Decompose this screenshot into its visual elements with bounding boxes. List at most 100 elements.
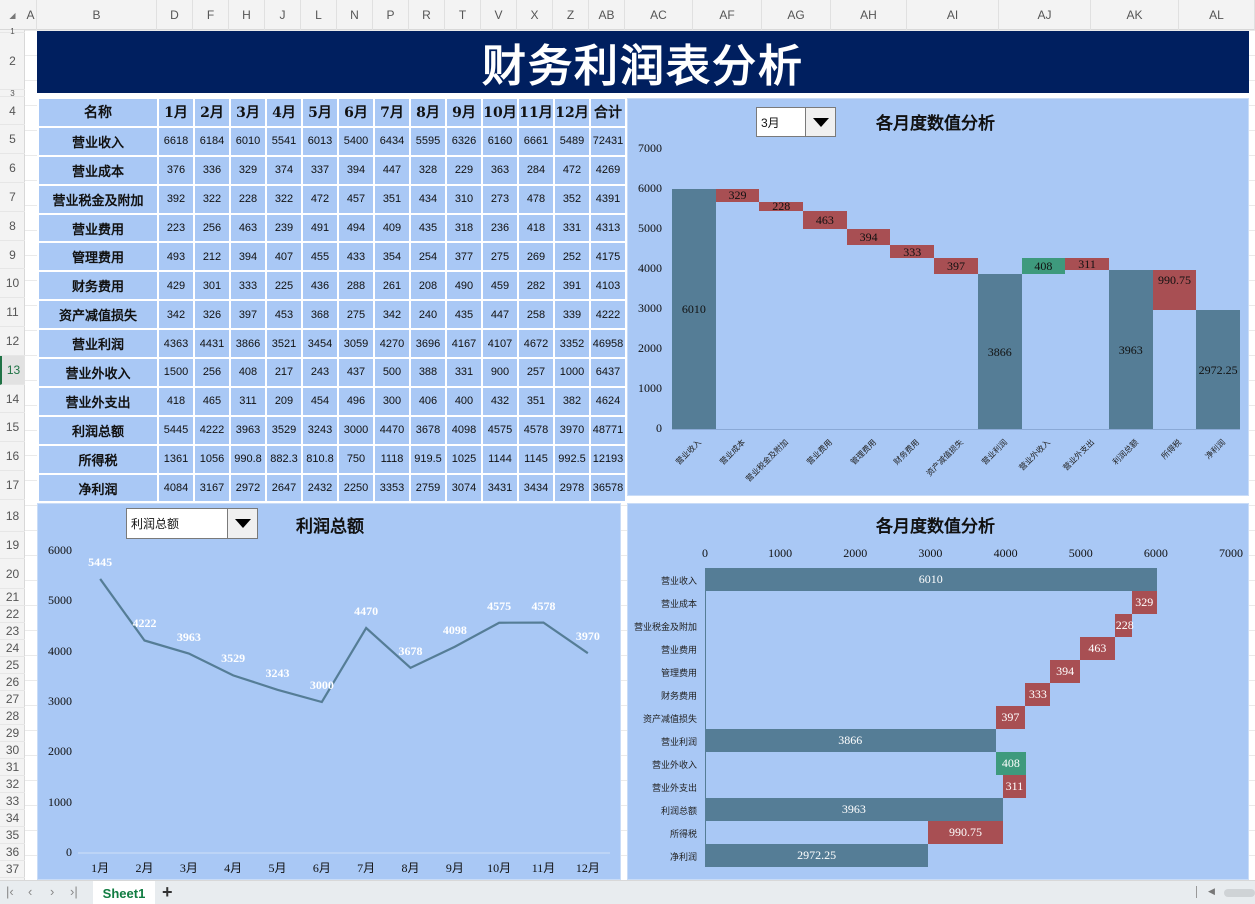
value-cell[interactable]: 3074 [445,472,483,504]
value-cell[interactable]: 261 [373,270,411,302]
next-sheet-icon[interactable]: › [50,884,55,899]
value-cell[interactable]: 447 [373,154,411,186]
row-header[interactable]: 36 [0,844,25,861]
header-month[interactable]: 11月 [517,97,555,128]
value-cell[interactable]: 3866 [229,328,267,360]
value-cell[interactable]: 6437 [589,357,627,388]
value-cell[interactable]: 882.3 [265,443,303,475]
value-cell[interactable]: 3529 [265,414,303,446]
row-header[interactable]: 30 [0,742,25,759]
row-header[interactable]: 12 [0,327,25,356]
value-cell[interactable]: 3521 [265,328,303,360]
row-header[interactable]: 27 [0,691,25,708]
value-cell[interactable]: 333 [229,270,267,302]
value-cell[interactable]: 318 [445,212,483,244]
value-cell[interactable]: 3963 [229,414,267,446]
value-cell[interactable]: 310 [445,183,483,215]
metric-dropdown[interactable]: 利润总额 [126,508,258,539]
value-cell[interactable]: 252 [553,241,591,273]
value-cell[interactable]: 4167 [445,328,483,360]
value-cell[interactable]: 478 [517,183,555,215]
row-header[interactable]: 15 [0,413,25,442]
row-header[interactable]: 26 [0,674,25,691]
value-cell[interactable]: 354 [373,241,411,273]
value-cell[interactable]: 229 [445,154,483,186]
column-header[interactable]: A [25,0,37,30]
value-cell[interactable]: 288 [337,270,375,302]
horizontal-waterfall-chart[interactable]: 各月度数值分析 0 1000 2000 3000 4000 5000 6000 7000 601… [627,503,1249,880]
bar-decrease[interactable] [1079,637,1115,660]
sheet-tab-sheet1[interactable]: Sheet1 [93,881,155,904]
value-cell[interactable]: 342 [157,299,195,331]
row-header[interactable]: 33 [0,793,25,810]
value-cell[interactable]: 257 [517,357,555,388]
row-name-cell[interactable]: 净利润 [37,472,159,504]
value-cell[interactable]: 6661 [517,125,555,157]
row-header[interactable]: 14 [0,385,25,413]
row-header[interactable]: 2 [0,33,25,90]
value-cell[interactable]: 12193 [589,443,627,475]
header-month[interactable]: 2月 [193,97,231,128]
value-cell[interactable]: 6010 [229,125,267,157]
column-header[interactable]: T [445,0,481,30]
value-cell[interactable]: 455 [301,241,339,273]
horizontal-scrollbar[interactable] [1224,889,1255,897]
row-header[interactable]: 28 [0,708,25,725]
value-cell[interactable]: 4269 [589,154,627,186]
row-name-cell[interactable]: 财务费用 [37,270,159,302]
row-name-cell[interactable]: 利润总额 [37,414,159,446]
select-all-corner[interactable]: ◢ [9,10,16,20]
first-sheet-icon[interactable]: |‹ [6,884,14,899]
header-month[interactable]: 12月 [553,97,591,128]
bar-increase[interactable] [1021,258,1066,275]
value-cell[interactable]: 4363 [157,328,195,360]
row-header[interactable]: 24 [0,640,25,657]
value-cell[interactable]: 36578 [589,472,627,504]
value-cell[interactable]: 2978 [553,472,591,504]
value-cell[interactable]: 1000 [553,357,591,388]
value-cell[interactable]: 4575 [481,414,519,446]
value-cell[interactable]: 436 [301,270,339,302]
row-header[interactable]: 19 [0,532,25,559]
row-header[interactable]: 13 [0,356,25,385]
last-sheet-icon[interactable]: ›| [70,884,78,899]
row-name-cell[interactable]: 营业利润 [37,328,159,360]
value-cell[interactable]: 391 [553,270,591,302]
value-cell[interactable]: 472 [301,183,339,215]
value-cell[interactable]: 269 [517,241,555,273]
value-cell[interactable]: 2759 [409,472,447,504]
value-cell[interactable]: 228 [229,183,267,215]
row-name-cell[interactable]: 营业收入 [37,125,159,157]
bar-decrease[interactable] [1050,660,1080,683]
value-cell[interactable]: 275 [337,299,375,331]
header-month[interactable]: 3月 [229,97,267,128]
value-cell[interactable]: 992.5 [553,443,591,475]
value-cell[interactable]: 490 [445,270,483,302]
value-cell[interactable]: 3000 [337,414,375,446]
value-cell[interactable]: 336 [193,154,231,186]
row-header[interactable]: 29 [0,725,25,742]
column-header[interactable]: AJ [999,0,1091,30]
value-cell[interactable]: 465 [193,385,231,417]
header-month[interactable]: 5月 [301,97,339,128]
row-header[interactable]: 34 [0,810,25,827]
value-cell[interactable]: 457 [337,183,375,215]
bar-increase[interactable] [995,752,1027,775]
value-cell[interactable]: 2647 [265,472,303,504]
bar-decrease[interactable] [1025,683,1051,706]
value-cell[interactable]: 273 [481,183,519,215]
value-cell[interactable]: 5541 [265,125,303,157]
value-cell[interactable]: 4391 [589,183,627,215]
value-cell[interactable]: 900 [481,357,519,388]
value-cell[interactable]: 363 [481,154,519,186]
value-cell[interactable]: 300 [373,385,411,417]
value-cell[interactable]: 46958 [589,328,627,360]
row-name-cell[interactable]: 营业外收入 [37,357,159,388]
bar-decrease[interactable] [1131,591,1157,614]
value-cell[interactable]: 418 [517,212,555,244]
value-cell[interactable]: 392 [157,183,195,215]
value-cell[interactable]: 339 [553,299,591,331]
value-cell[interactable]: 208 [409,270,447,302]
value-cell[interactable]: 397 [229,299,267,331]
value-cell[interactable]: 351 [373,183,411,215]
